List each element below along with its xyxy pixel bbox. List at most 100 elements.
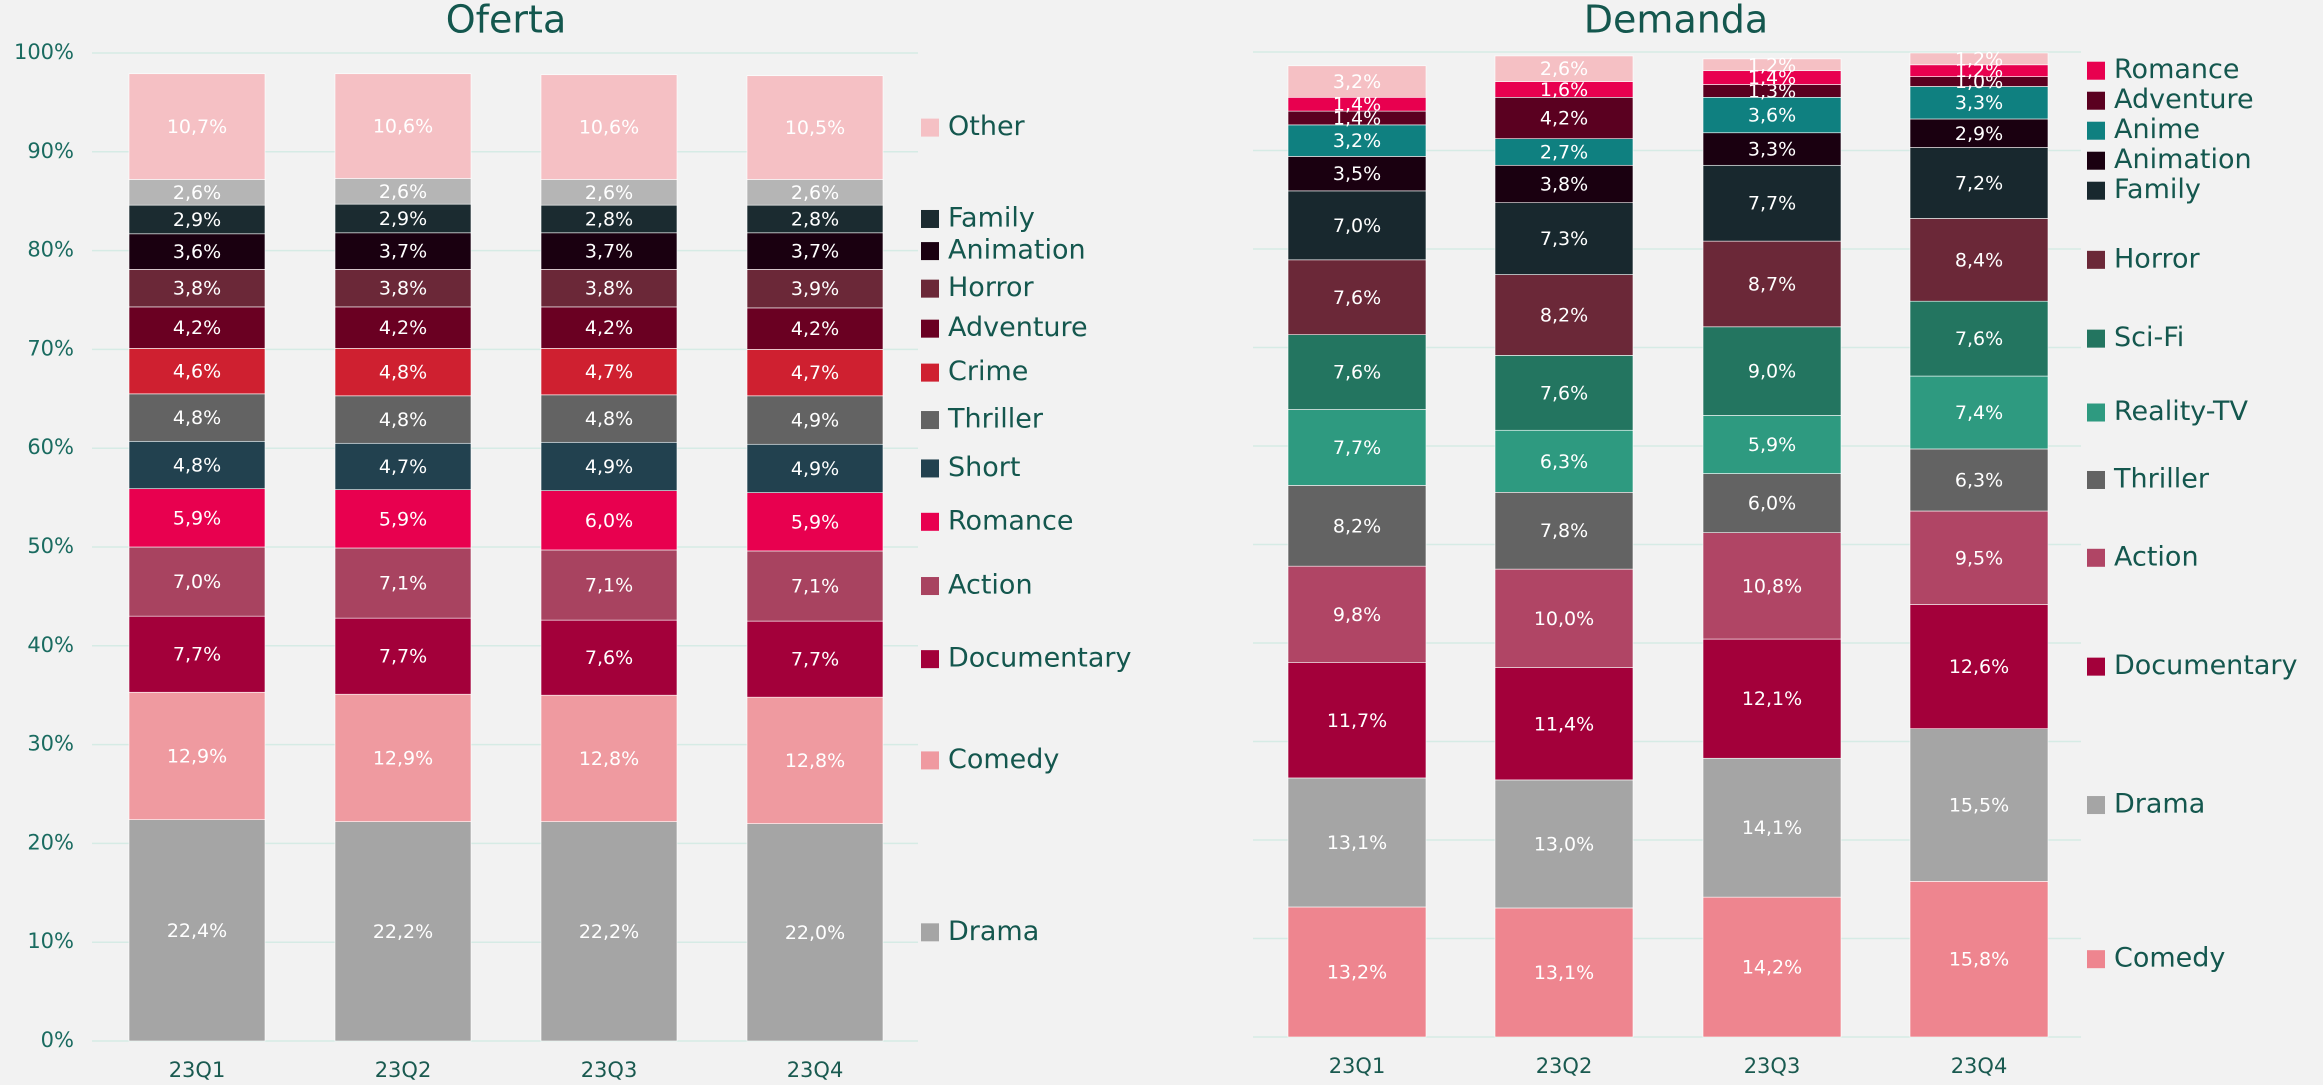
legend-swatch [2087, 403, 2105, 422]
bar-segment [1494, 779, 1634, 909]
data-label: 4,8% [379, 362, 427, 384]
data-label: 7,3% [1540, 228, 1588, 250]
data-label: 4,9% [585, 456, 633, 478]
data-label: 10,6% [579, 117, 639, 139]
bar-segment [1287, 906, 1427, 1038]
legend-swatch [2087, 470, 2105, 489]
bar-segment [334, 442, 472, 490]
bar-segment [746, 269, 884, 309]
bar-segment [334, 232, 472, 270]
bar-segment [334, 547, 472, 619]
bar-segment [128, 440, 266, 490]
data-label: 3,3% [1748, 139, 1796, 161]
data-label: 7,6% [585, 647, 633, 669]
bar-segment [746, 179, 884, 206]
legend-swatch [2087, 250, 2105, 269]
bar-segment [540, 549, 678, 621]
data-label: 13,0% [1534, 833, 1594, 855]
data-label: 9,8% [1333, 604, 1381, 626]
bar-segment [1287, 190, 1427, 261]
bar-segment [1909, 218, 2049, 302]
x-tick-label: 23Q1 [169, 1058, 226, 1082]
data-label: 12,8% [579, 748, 639, 770]
bar-segment [1909, 118, 2049, 148]
legend-swatch [921, 512, 939, 531]
data-label: 2,9% [173, 209, 221, 231]
data-label: 7,7% [379, 646, 427, 668]
data-label: 2,9% [379, 208, 427, 230]
bar-segment [1494, 274, 1634, 356]
data-label: 8,7% [1748, 273, 1796, 295]
data-label: 4,9% [791, 410, 839, 432]
legend-swatch [921, 363, 939, 382]
bar-segment [746, 620, 884, 698]
data-label: 3,2% [1333, 130, 1381, 152]
data-label: 4,7% [379, 456, 427, 478]
legend-swatch [2087, 950, 2105, 969]
bar-segment [1702, 896, 1842, 1038]
legend-swatch [2087, 151, 2105, 170]
legend-label: Sci-Fi [2114, 322, 2184, 353]
legend-swatch [921, 751, 939, 770]
bar-segment [1287, 259, 1427, 335]
legend-swatch [921, 577, 939, 596]
data-label: 4,2% [1540, 107, 1588, 129]
bar-segment [746, 550, 884, 622]
bar-segment [128, 73, 266, 180]
legend-swatch [921, 279, 939, 298]
bar-segment [1494, 667, 1634, 781]
y-tick-label: 40% [27, 633, 74, 657]
bar-segment [334, 269, 472, 308]
legend-label: Family [948, 202, 1035, 233]
legend-swatch [2087, 657, 2105, 676]
bar-segment [1909, 52, 2049, 66]
y-tick-label: 10% [27, 929, 74, 953]
bar-segment [1494, 491, 1634, 570]
legend-swatch [921, 319, 939, 338]
x-tick-label: 23Q2 [1536, 1054, 1593, 1078]
data-label: 7,2% [1955, 173, 2003, 195]
bar-segment [746, 492, 884, 552]
bar-segment [128, 615, 266, 693]
legend-label: Short [948, 452, 1020, 483]
data-label: 6,3% [1540, 451, 1588, 473]
data-label: 12,6% [1949, 656, 2009, 678]
bar-segment [540, 204, 678, 234]
legend-label: Romance [2114, 54, 2239, 85]
data-label: 7,1% [379, 573, 427, 595]
data-label: 7,1% [791, 576, 839, 598]
bar-segment [334, 693, 472, 822]
data-label: 7,6% [1540, 382, 1588, 404]
data-label: 5,9% [379, 508, 427, 530]
bar-segment [128, 306, 266, 349]
data-label: 10,6% [373, 116, 433, 138]
data-label: 4,2% [173, 317, 221, 339]
bar-segment [1287, 485, 1427, 567]
data-label: 1,4% [1333, 107, 1381, 129]
data-label: 3,8% [585, 278, 633, 300]
bar-segment [128, 393, 266, 442]
legend-label: Action [2114, 541, 2199, 572]
legend-label: Documentary [948, 643, 1132, 674]
data-label: 4,2% [791, 318, 839, 340]
data-label: 7,8% [1540, 520, 1588, 542]
bar-segment [334, 178, 472, 205]
bar-segment [1494, 138, 1634, 166]
bar-segment [1909, 375, 2049, 450]
chart-title: Demanda [1584, 0, 1768, 42]
bar-segment [1909, 86, 2049, 120]
data-label: 10,7% [167, 116, 227, 138]
bar-segment [128, 819, 266, 1042]
bar-segment [746, 349, 884, 397]
bar-segment [540, 179, 678, 206]
y-tick-label: 30% [27, 732, 74, 756]
legend-label: Thriller [2113, 463, 2210, 494]
legend-swatch [2087, 61, 2105, 80]
data-label: 11,7% [1327, 710, 1387, 732]
data-label: 7,0% [1333, 215, 1381, 237]
data-label: 1,4% [1333, 94, 1381, 116]
bar-segment [1494, 568, 1634, 668]
bar-segment [540, 394, 678, 443]
legend-label: Adventure [2114, 84, 2254, 115]
